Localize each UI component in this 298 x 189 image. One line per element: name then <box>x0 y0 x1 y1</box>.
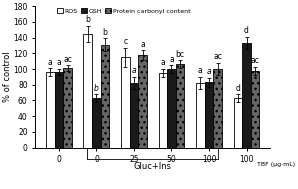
Bar <box>251 71 260 148</box>
Bar <box>138 55 147 148</box>
Bar <box>176 64 184 148</box>
Text: ac: ac <box>251 56 260 65</box>
Bar <box>205 82 213 148</box>
Bar <box>83 34 92 148</box>
Bar <box>167 69 176 148</box>
Text: b: b <box>103 28 108 37</box>
Text: b: b <box>94 84 99 93</box>
Bar <box>121 57 130 148</box>
Bar <box>242 43 251 148</box>
Bar <box>63 68 72 148</box>
Text: b: b <box>85 15 90 24</box>
Bar <box>159 73 167 148</box>
Bar <box>213 69 222 148</box>
Bar <box>101 45 109 148</box>
Text: a: a <box>161 58 165 67</box>
Text: TBF (μg·mL): TBF (μg·mL) <box>257 162 295 167</box>
Text: ac: ac <box>63 55 72 64</box>
Text: d: d <box>235 84 240 93</box>
Bar <box>55 72 63 148</box>
Text: a: a <box>132 66 136 75</box>
Text: a: a <box>140 40 145 49</box>
Text: ac: ac <box>213 52 222 61</box>
Text: Gluc+Ins: Gluc+Ins <box>134 162 172 171</box>
Text: d: d <box>244 26 249 35</box>
Legend: ROS, GSH, Protein carbonyl content: ROS, GSH, Protein carbonyl content <box>57 8 190 14</box>
Text: a: a <box>198 66 203 75</box>
Text: a: a <box>207 67 211 76</box>
Y-axis label: % of control: % of control <box>3 52 12 102</box>
Text: a: a <box>48 58 53 67</box>
Bar <box>234 98 242 148</box>
Text: a: a <box>57 58 61 67</box>
Bar <box>130 83 138 148</box>
Bar <box>46 72 55 148</box>
Bar <box>92 98 101 148</box>
Text: c: c <box>123 37 128 46</box>
Text: a: a <box>169 55 174 64</box>
Bar <box>196 83 205 148</box>
Text: bc: bc <box>176 50 185 59</box>
